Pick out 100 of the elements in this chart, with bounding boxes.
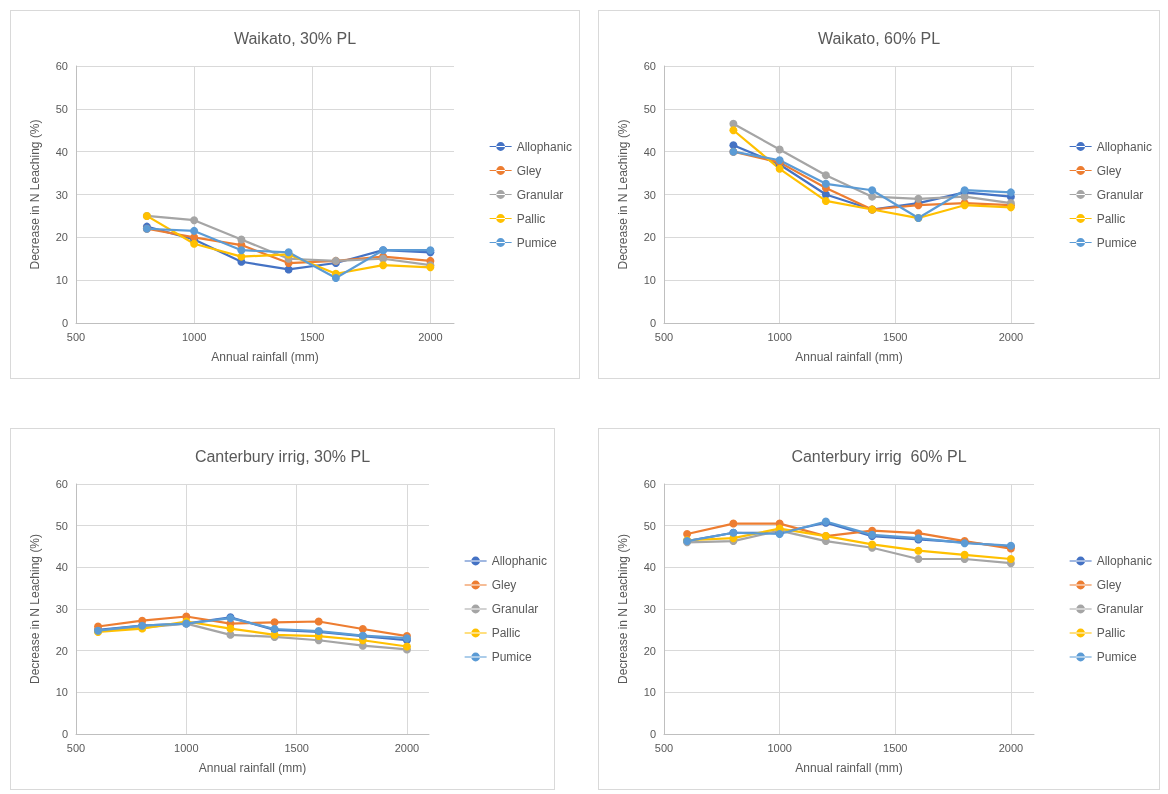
chart-title: Waikato, 60% PL: [817, 29, 941, 47]
legend-label: Gley: [516, 163, 542, 178]
y-tick-label: 30: [643, 188, 656, 201]
point: [331, 274, 340, 283]
x-axis-title: Annual rainfall (mm): [211, 350, 319, 364]
y-tick-label: 10: [55, 686, 68, 699]
chart-title: Canterbury irrig 60% PL: [791, 447, 967, 465]
y-axis-title: Decrease in N Leaching (%): [28, 119, 42, 270]
legend-label: Pallic: [1096, 211, 1126, 226]
point: [190, 226, 199, 235]
y-axis-title: Decrease in N Leaching (%): [28, 533, 42, 685]
legend-label: Allophanic: [516, 139, 572, 154]
y-tick-label: 50: [55, 102, 68, 115]
legend-label: Pallic: [1096, 626, 1126, 640]
x-tick-label: 1000: [767, 741, 792, 754]
y-tick-label: 50: [55, 519, 68, 532]
point: [821, 171, 830, 180]
y-tick-label: 10: [643, 274, 656, 287]
y-tick-label: 0: [649, 317, 656, 329]
legend-label: Allophanic: [1096, 139, 1152, 154]
y-tick-label: 40: [55, 561, 68, 574]
point: [226, 624, 235, 633]
y-axis-title: Decrease in N Leaching (%): [616, 119, 630, 270]
x-tick-label: 1000: [767, 330, 792, 343]
y-tick-label: 50: [643, 519, 656, 532]
legend-label: Granular: [491, 602, 539, 616]
point: [821, 179, 830, 188]
legend-label: Gley: [491, 578, 517, 592]
legend-label: Granular: [1096, 187, 1144, 202]
point: [237, 246, 246, 255]
point: [914, 546, 923, 555]
point: [190, 239, 199, 248]
y-tick-label: 10: [55, 274, 68, 287]
x-axis-title: Annual rainfall (mm): [795, 350, 903, 364]
legend-label: Granular: [1096, 602, 1144, 616]
x-tick-label: 500: [66, 330, 86, 343]
x-tick-label: 500: [654, 741, 674, 754]
x-tick-label: 500: [66, 741, 86, 754]
point: [868, 192, 877, 201]
point: [914, 555, 923, 563]
point: [914, 194, 923, 203]
point: [775, 164, 784, 173]
point: [379, 261, 388, 270]
y-tick-label: 30: [55, 188, 68, 201]
x-tick-label: 1500: [883, 330, 908, 343]
legend-label: Pallic: [491, 626, 521, 640]
point: [237, 235, 246, 244]
legend-label: Allophanic: [1096, 554, 1152, 568]
point: [1006, 188, 1015, 197]
legend-label: Allophanic: [491, 554, 547, 568]
x-tick-label: 1500: [284, 741, 309, 754]
y-tick-label: 40: [643, 561, 656, 574]
point: [358, 625, 367, 633]
x-tick-label: 2000: [394, 741, 420, 754]
legend-label: Granular: [516, 187, 564, 202]
point: [775, 145, 784, 154]
point: [1006, 555, 1015, 563]
point: [190, 216, 199, 225]
x-axis-title: Annual rainfall (mm): [795, 761, 903, 775]
legend-label: Pumice: [491, 650, 532, 664]
x-tick-label: 2000: [998, 741, 1024, 754]
point: [868, 186, 877, 195]
y-tick-label: 0: [649, 728, 656, 740]
point: [270, 618, 279, 627]
y-tick-label: 40: [55, 145, 68, 158]
legend-label: Pallic: [516, 211, 546, 226]
legend-label: Pumice: [1096, 235, 1137, 250]
y-tick-label: 60: [55, 60, 68, 72]
y-tick-label: 60: [643, 478, 656, 490]
x-tick-label: 1000: [174, 741, 199, 754]
y-tick-label: 60: [643, 60, 656, 72]
x-tick-label: 500: [654, 330, 674, 343]
x-tick-label: 2000: [418, 330, 443, 343]
legend-label: Pumice: [516, 235, 557, 250]
point: [729, 126, 738, 135]
x-tick-label: 2000: [998, 330, 1024, 343]
y-tick-label: 20: [643, 231, 656, 244]
y-tick-label: 10: [643, 686, 656, 699]
y-tick-label: 20: [643, 644, 656, 657]
legend-label: Pumice: [1096, 650, 1137, 664]
x-tick-label: 1500: [300, 330, 325, 343]
y-tick-label: 30: [643, 603, 656, 615]
legend-label: Gley: [1096, 578, 1122, 592]
chart-title: Canterbury irrig, 30% PL: [194, 447, 371, 465]
y-tick-label: 0: [61, 728, 68, 740]
x-tick-label: 1500: [883, 741, 908, 754]
legend-label: Gley: [1096, 163, 1122, 178]
y-tick-label: 30: [55, 603, 68, 615]
x-tick-label: 1000: [181, 330, 207, 343]
x-axis-title: Annual rainfall (mm): [198, 761, 307, 775]
y-tick-label: 0: [61, 317, 68, 329]
y-tick-label: 60: [55, 478, 68, 490]
point: [821, 196, 830, 205]
point: [314, 617, 323, 626]
chart-title: Waikato, 30% PL: [233, 29, 357, 47]
point: [960, 550, 969, 559]
point: [729, 519, 738, 528]
y-tick-label: 50: [643, 102, 656, 115]
y-tick-label: 40: [643, 145, 656, 158]
y-tick-label: 20: [55, 231, 68, 244]
